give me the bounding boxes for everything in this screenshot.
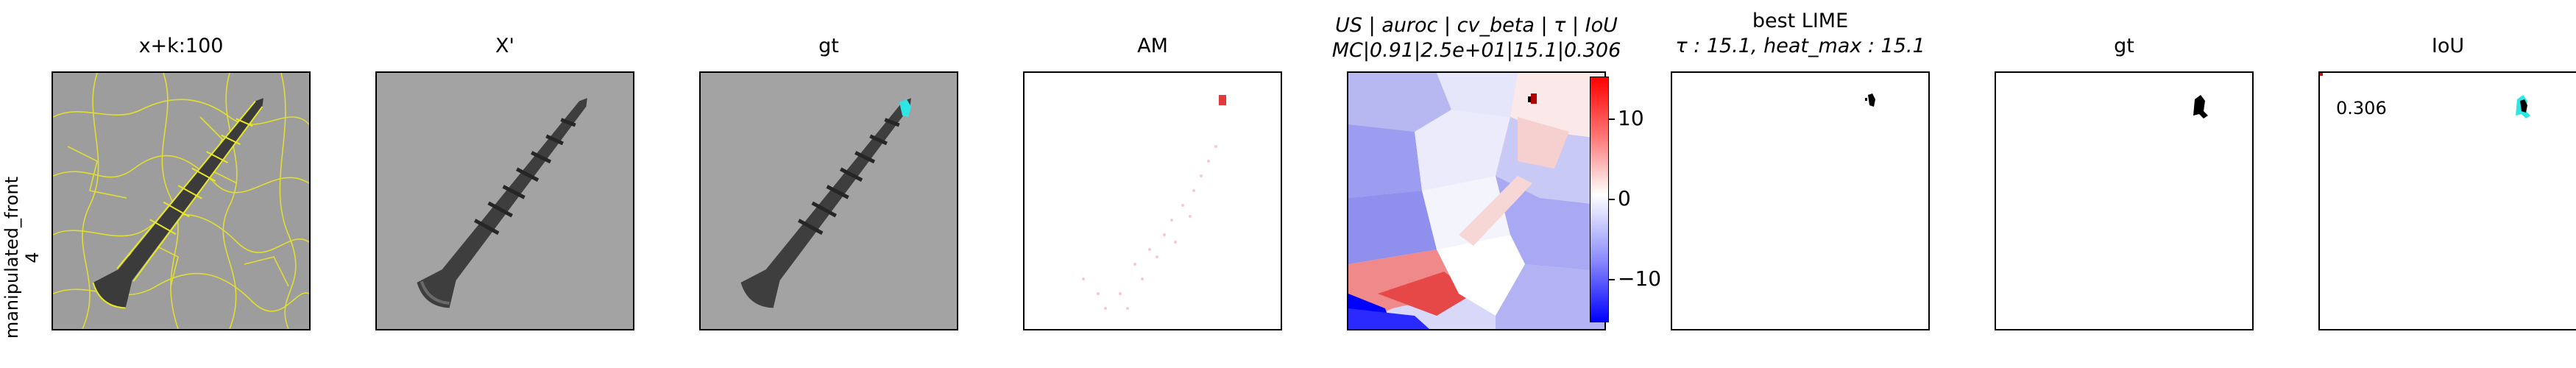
lime-mask [1671, 71, 1930, 330]
panel-title-xprime: X' [495, 35, 514, 57]
metrics-header: US | auroc | cv_beta | τ | IoU [1335, 14, 1618, 37]
lime-title: best LIME [1752, 10, 1849, 32]
iou-overlay: 0.306 [2318, 71, 2576, 330]
panel-title-gt2: gt [2114, 35, 2134, 57]
colorbar-label-0: 0 [1618, 186, 1631, 210]
panel-title-metrics: US | auroc | cv_beta | τ | IoU MC|0.91|2… [1314, 13, 1638, 63]
iou-value: 0.306 [2336, 98, 2387, 118]
metrics-values: MC|0.91|2.5e+01|15.1|0.306 [1331, 39, 1621, 62]
colorbar-tick-0 [1609, 199, 1615, 200]
colorbar-tick-10 [1609, 118, 1615, 120]
lime-superpixel-heatmap [1347, 71, 1606, 330]
am-heatmap [1023, 71, 1282, 330]
row-label-line2: 4 [22, 252, 43, 263]
lime-params: τ : 15.1, heat_max : 15.1 [1675, 35, 1925, 57]
panel-title-gt: gt [818, 35, 839, 57]
panel-title-lime: best LIME τ : 15.1, heat_max : 15.1 [1638, 9, 1962, 59]
panel-title-iou: IoU [2431, 35, 2465, 57]
colorbar-label-minus10: −10 [1618, 266, 1662, 291]
colorbar-tick-minus10 [1609, 279, 1615, 280]
input-superpixel-image [52, 71, 311, 330]
panel-title-input: x+k:100 [138, 35, 224, 57]
colorbar [1590, 77, 1609, 322]
gt-overlay-image [699, 71, 958, 330]
row-label: manipulated_front 4 [0, 177, 44, 339]
gt-mask [1995, 71, 2254, 330]
panel-title-am: AM [1137, 35, 1168, 57]
colorbar-label-10: 10 [1618, 106, 1644, 130]
row-label-line1: manipulated_front [1, 176, 23, 339]
xprime-image [375, 71, 634, 330]
